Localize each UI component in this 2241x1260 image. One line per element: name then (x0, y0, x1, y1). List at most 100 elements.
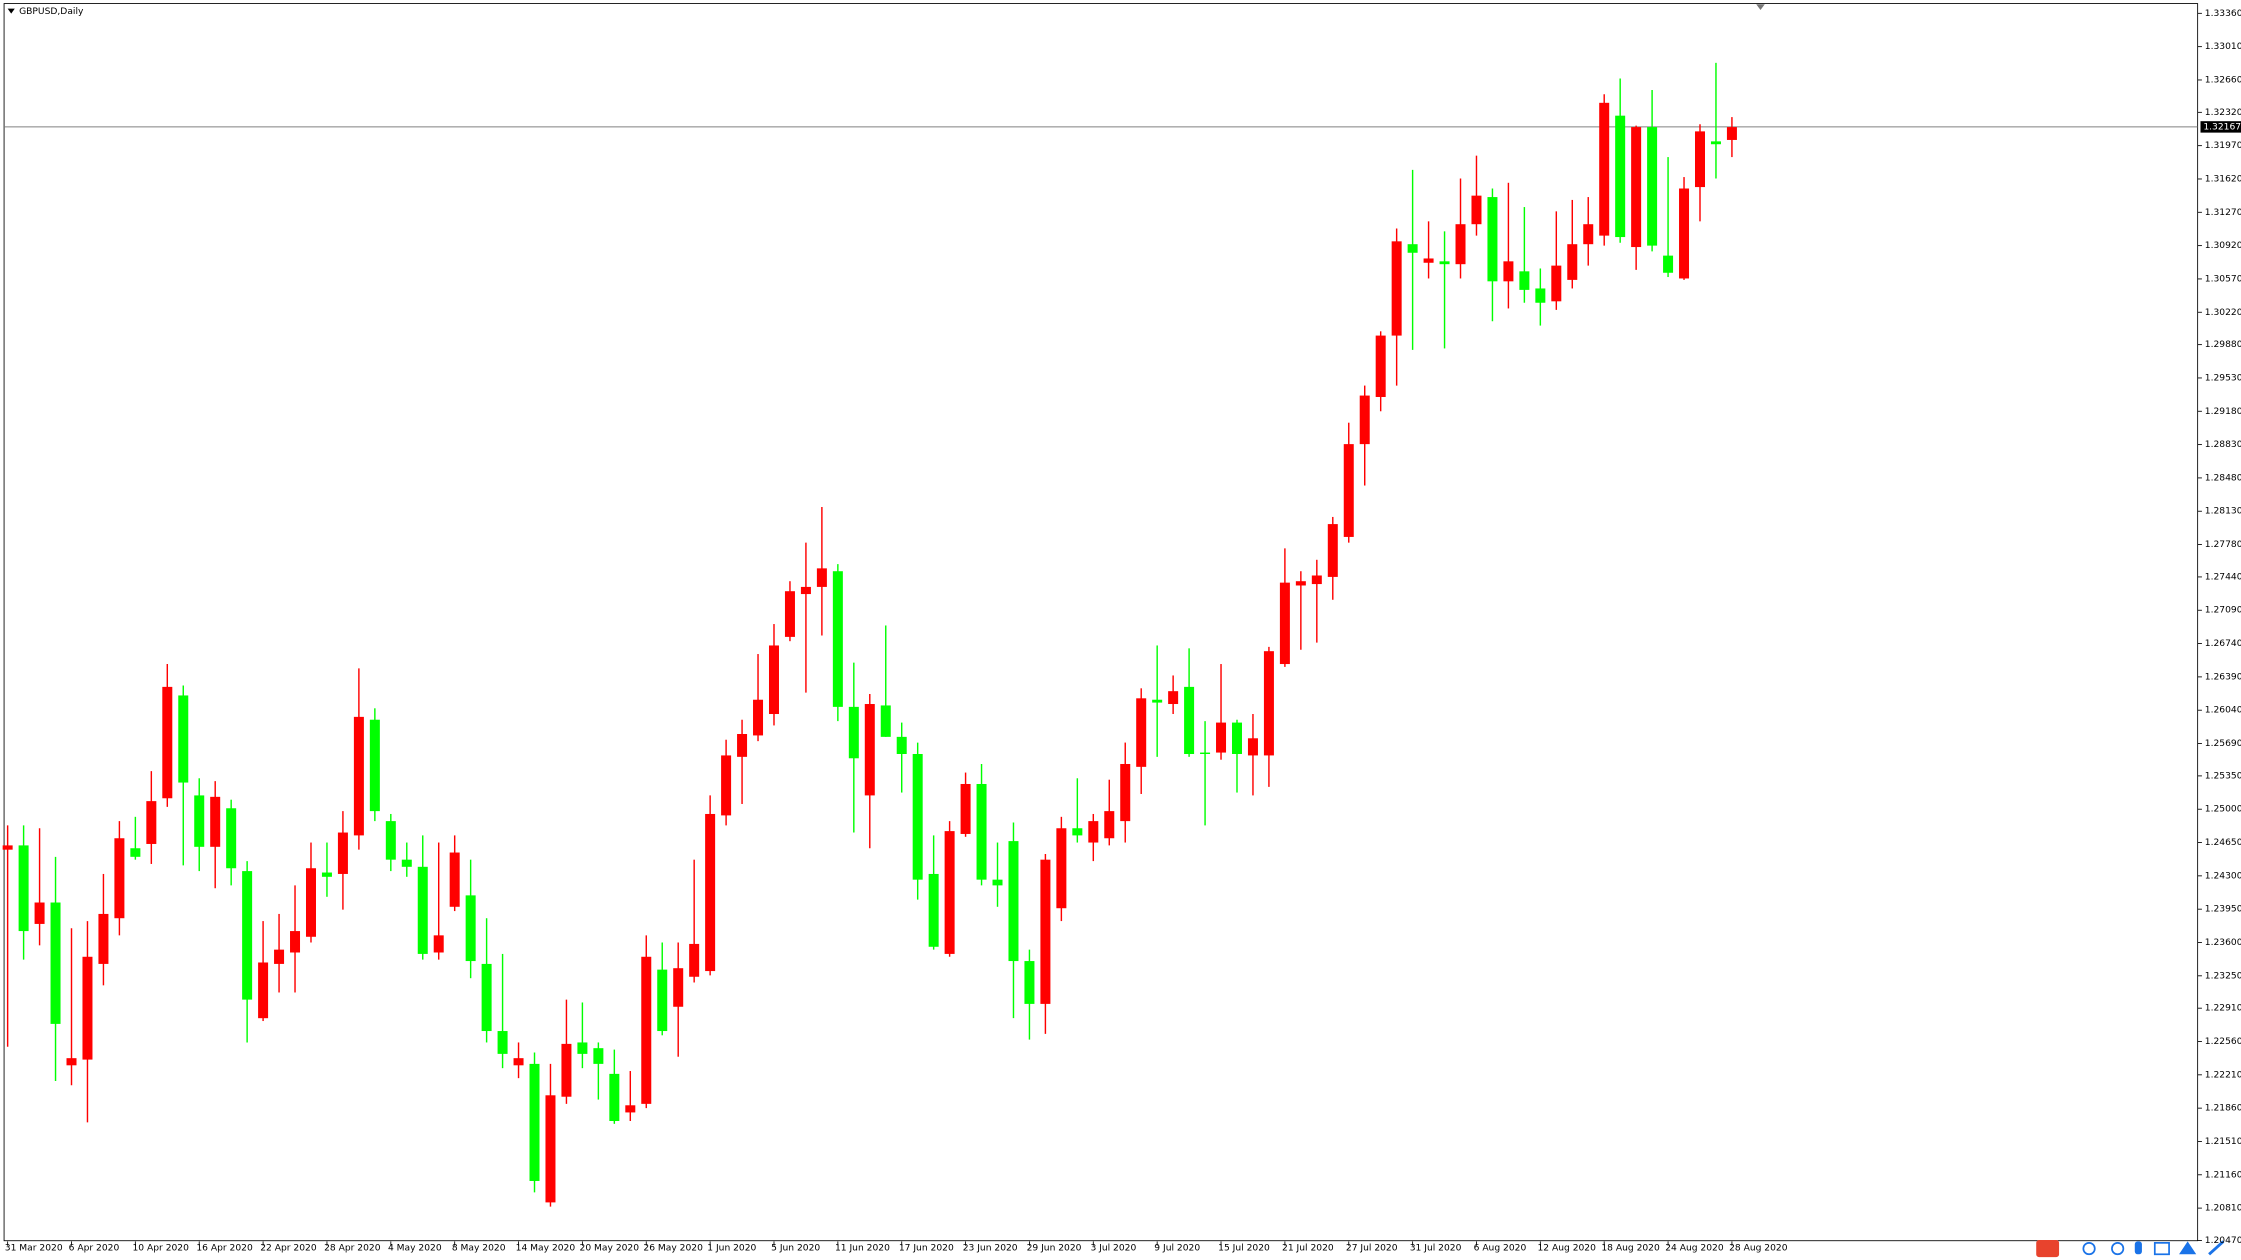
candle (1567, 199, 1578, 289)
candle-body (321, 872, 332, 877)
candle-body (1327, 524, 1338, 577)
candle-body (768, 645, 779, 715)
candle (1343, 422, 1354, 543)
y-tick-label: 1.23600 (2205, 938, 2241, 948)
candle (401, 842, 412, 877)
y-tick-label: 1.23950 (2205, 905, 2241, 915)
candle (98, 873, 109, 986)
candle (1088, 813, 1099, 862)
candle (369, 708, 380, 822)
candle (2, 825, 13, 1047)
candle (146, 771, 157, 864)
candle-body (721, 755, 732, 816)
candle (1136, 688, 1147, 794)
candle-body (98, 913, 109, 964)
x-tick-label: 9 Jul 2020 (1154, 1243, 1200, 1253)
candle-body (944, 831, 955, 954)
x-tick-label: 6 Apr 2020 (69, 1243, 120, 1253)
candle (593, 1042, 604, 1100)
y-tick-label: 1.33010 (2205, 42, 2241, 52)
y-tick-label: 1.24650 (2205, 838, 2241, 848)
candle-body (50, 902, 61, 1024)
candle-body (66, 1058, 77, 1066)
candle (1615, 78, 1626, 243)
candle-body (1471, 195, 1482, 225)
candle-body (1567, 244, 1578, 280)
candle (896, 722, 907, 793)
candle (1216, 664, 1227, 760)
y-tick-label: 1.21860 (2205, 1104, 2241, 1114)
candle (1551, 211, 1562, 310)
candle-body (1343, 444, 1354, 537)
candle (1647, 89, 1658, 252)
y-tick-label: 1.29180 (2205, 407, 2241, 417)
candle-body (353, 716, 364, 836)
candle-body (976, 783, 987, 880)
candle (689, 859, 700, 983)
candle (928, 835, 939, 950)
candle-body (593, 1048, 604, 1064)
candle-body (705, 813, 716, 972)
candle-body (513, 1058, 524, 1066)
candle-body (1008, 841, 1019, 962)
y-tick-label: 1.22560 (2205, 1037, 2241, 1047)
candle-body (465, 895, 476, 962)
candle (337, 811, 348, 910)
candle (1487, 188, 1498, 322)
current-price-box (2200, 121, 2241, 133)
candle-body (1311, 575, 1322, 585)
candle-body (1439, 261, 1450, 265)
candle-body (1136, 698, 1147, 767)
candle-body (641, 956, 652, 1104)
candle (784, 581, 795, 642)
candle (465, 859, 476, 979)
candle (321, 842, 332, 897)
candle (130, 816, 141, 860)
candle-body (896, 736, 907, 754)
candle (960, 772, 971, 837)
candle (1200, 721, 1211, 826)
candle (1359, 385, 1370, 486)
x-tick-label: 21 Jul 2020 (1282, 1243, 1334, 1253)
y-tick-label: 1.21160 (2205, 1170, 2241, 1180)
candle (1072, 778, 1083, 843)
candle-body (1040, 859, 1051, 1004)
candle-body (1487, 197, 1498, 282)
candle (912, 742, 923, 900)
candle (625, 1071, 636, 1121)
chart-title: GBPUSD,Daily (19, 7, 84, 17)
tray-icon (2134, 1241, 2142, 1255)
candle (66, 928, 77, 1086)
candle-body (1152, 699, 1163, 703)
y-tick-label: 1.32660 (2205, 75, 2241, 85)
candle (816, 506, 827, 636)
candle (529, 1052, 540, 1193)
symbol-menu-arrow[interactable] (7, 8, 15, 14)
candle (1184, 648, 1195, 757)
y-tick-label: 1.28130 (2205, 507, 2241, 517)
candle-body (34, 902, 45, 924)
candle (178, 685, 189, 866)
candle (545, 1063, 556, 1207)
candle (1008, 822, 1019, 1019)
candle (1040, 853, 1051, 1034)
candle (641, 935, 652, 1109)
tray-icon (2153, 1242, 2170, 1256)
candle (1599, 94, 1610, 246)
plot-frame (3, 3, 2199, 1242)
candle (1423, 221, 1434, 279)
candle-body (1679, 188, 1690, 279)
candle-body (1423, 258, 1434, 263)
y-tick-label: 1.20810 (2205, 1204, 2241, 1214)
system-tray (2036, 1240, 2225, 1258)
candle (1375, 331, 1386, 412)
x-tick-label: 26 May 2020 (643, 1243, 703, 1253)
candle-body (162, 686, 173, 799)
candle (1263, 646, 1274, 787)
candle-body (609, 1073, 620, 1121)
candle-body (242, 871, 253, 1000)
candle (1583, 197, 1594, 266)
candle (1694, 124, 1705, 222)
candle-body (178, 695, 189, 783)
x-tick-label: 8 May 2020 (452, 1243, 506, 1253)
